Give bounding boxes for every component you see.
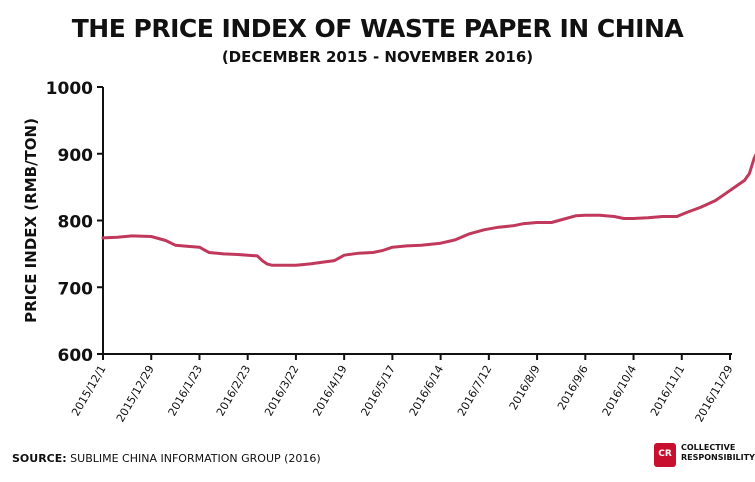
y-tick-label: 600 bbox=[58, 346, 94, 366]
chart-subtitle: (DECEMBER 2015 - NOVEMBER 2016) bbox=[221, 48, 534, 66]
y-tick-label: 700 bbox=[58, 279, 94, 299]
y-tick-label: 1000 bbox=[46, 79, 93, 99]
x-tick-label: 2016/8/9 bbox=[507, 363, 543, 412]
x-tick-label: 2016/2/23 bbox=[214, 363, 253, 418]
source-text: SUBLIME CHINA INFORMATION GROUP (2016) bbox=[70, 452, 321, 465]
x-tick-label: 2016/5/17 bbox=[359, 363, 398, 418]
x-tick-label: 2015/12/1 bbox=[69, 363, 108, 418]
x-tick-label: 2016/1/23 bbox=[166, 363, 205, 418]
x-tick-label: 2016/10/4 bbox=[600, 363, 639, 418]
x-tick-label: 2016/4/19 bbox=[310, 363, 349, 418]
x-tick-label: 2016/3/22 bbox=[262, 363, 301, 418]
y-tick-label: 900 bbox=[58, 146, 94, 166]
logo-line-2: RESPONSIBILITY bbox=[681, 453, 755, 462]
chart-title: THE PRICE INDEX OF WASTE PAPER IN CHINA bbox=[71, 14, 684, 43]
logo-text: COLLECTIVE RESPONSIBILITY bbox=[681, 443, 755, 463]
x-tick-label: 2016/11/29 bbox=[693, 363, 736, 424]
logo-line-1: COLLECTIVE bbox=[681, 443, 736, 452]
series-line bbox=[101, 153, 755, 267]
chart-area: 600 700 800 900 1000 PRICE INDEX (RMB/TON) 201… bbox=[22, 79, 755, 424]
logo-badge-text: CR bbox=[658, 449, 672, 459]
source-label: SOURCE: bbox=[12, 452, 67, 465]
x-tick-label: 2016/11/1 bbox=[648, 363, 687, 418]
x-tick-label: 2015/12/29 bbox=[114, 363, 157, 424]
x-tick-label: 2016/9/6 bbox=[555, 363, 591, 412]
series-group bbox=[101, 153, 755, 267]
y-axis-label: PRICE INDEX (RMB/TON) bbox=[22, 118, 40, 323]
x-tick-label: 2016/6/14 bbox=[407, 363, 446, 418]
source-note: SOURCE: SUBLIME CHINA INFORMATION GROUP … bbox=[12, 452, 321, 465]
logo-icon: CR bbox=[654, 443, 676, 467]
y-tick-label: 800 bbox=[58, 213, 94, 233]
x-tick-label: 2016/7/12 bbox=[455, 363, 494, 418]
